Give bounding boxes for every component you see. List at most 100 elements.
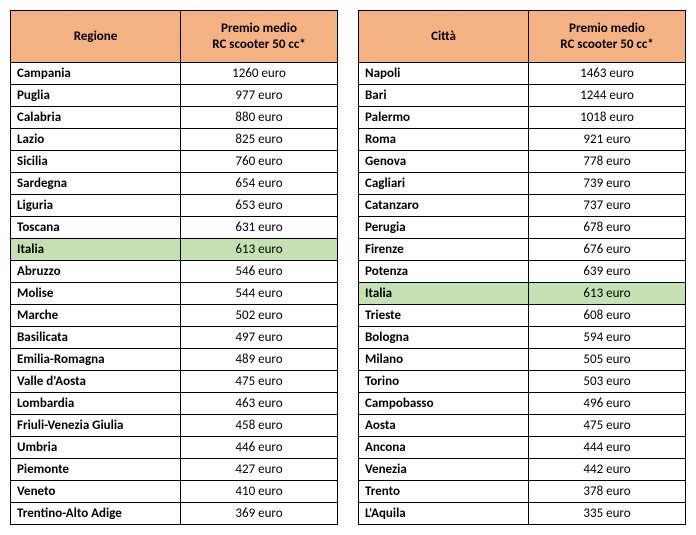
table-row: Piemonte427 euro (11, 459, 338, 481)
row-value: 678 euro (529, 217, 686, 239)
row-value: 458 euro (181, 415, 338, 437)
table-row: Perugia678 euro (359, 217, 686, 239)
table-row: Italia613 euro (11, 239, 338, 261)
row-value: 378 euro (529, 481, 686, 503)
row-value: 825 euro (181, 129, 338, 151)
table-row: Ancona444 euro (359, 437, 686, 459)
row-name: Campania (11, 63, 181, 85)
row-value: 613 euro (529, 283, 686, 305)
row-value: 427 euro (181, 459, 338, 481)
row-value: 778 euro (529, 151, 686, 173)
row-name: Italia (11, 239, 181, 261)
table-row: Veneto410 euro (11, 481, 338, 503)
row-name: Veneto (11, 481, 181, 503)
row-value: 475 euro (181, 371, 338, 393)
table-row: Umbria446 euro (11, 437, 338, 459)
city-header-name: Città (359, 11, 529, 63)
row-value: 496 euro (529, 393, 686, 415)
row-name: Venezia (359, 459, 529, 481)
city-table: Città Premio medioRC scooter 50 cc* Napo… (358, 10, 686, 525)
row-name: Cagliari (359, 173, 529, 195)
row-value: 497 euro (181, 327, 338, 349)
table-row: Potenza639 euro (359, 261, 686, 283)
table-row: Bologna594 euro (359, 327, 686, 349)
row-value: 653 euro (181, 195, 338, 217)
row-value: 1018 euro (529, 107, 686, 129)
row-value: 737 euro (529, 195, 686, 217)
row-value: 463 euro (181, 393, 338, 415)
row-value: 502 euro (181, 305, 338, 327)
table-row: Milano505 euro (359, 349, 686, 371)
table-row: Catanzaro737 euro (359, 195, 686, 217)
row-value: 921 euro (529, 129, 686, 151)
table-row: Trento378 euro (359, 481, 686, 503)
tables-container: Regione Premio medioRC scooter 50 cc* Ca… (10, 10, 686, 525)
row-value: 631 euro (181, 217, 338, 239)
row-name: Palermo (359, 107, 529, 129)
table-row: Calabria880 euro (11, 107, 338, 129)
table-row: Campania1260 euro (11, 63, 338, 85)
row-value: 544 euro (181, 283, 338, 305)
row-value: 613 euro (181, 239, 338, 261)
row-value: 760 euro (181, 151, 338, 173)
row-name: Roma (359, 129, 529, 151)
row-value: 503 euro (529, 371, 686, 393)
row-name: Basilicata (11, 327, 181, 349)
row-name: Emilia-Romagna (11, 349, 181, 371)
row-value: 475 euro (529, 415, 686, 437)
row-name: Napoli (359, 63, 529, 85)
table-row: Genova778 euro (359, 151, 686, 173)
table-row: Venezia442 euro (359, 459, 686, 481)
row-value: 639 euro (529, 261, 686, 283)
row-name: Liguria (11, 195, 181, 217)
row-value: 880 euro (181, 107, 338, 129)
row-value: 489 euro (181, 349, 338, 371)
table-row: Puglia977 euro (11, 85, 338, 107)
row-value: 977 euro (181, 85, 338, 107)
row-name: Sardegna (11, 173, 181, 195)
table-row: Napoli1463 euro (359, 63, 686, 85)
row-name: Toscana (11, 217, 181, 239)
table-row: Trieste608 euro (359, 305, 686, 327)
row-value: 410 euro (181, 481, 338, 503)
row-name: Firenze (359, 239, 529, 261)
row-value: 739 euro (529, 173, 686, 195)
row-name: Aosta (359, 415, 529, 437)
table-row: Sicilia760 euro (11, 151, 338, 173)
table-row: Torino503 euro (359, 371, 686, 393)
row-name: Bari (359, 85, 529, 107)
row-name: Italia (359, 283, 529, 305)
row-name: Bologna (359, 327, 529, 349)
row-value: 1244 euro (529, 85, 686, 107)
table-row: Firenze676 euro (359, 239, 686, 261)
row-value: 442 euro (529, 459, 686, 481)
row-value: 1463 euro (529, 63, 686, 85)
table-row: Italia613 euro (359, 283, 686, 305)
region-header-name: Regione (11, 11, 181, 63)
row-name: Ancona (359, 437, 529, 459)
row-name: Piemonte (11, 459, 181, 481)
table-row: Lombardia463 euro (11, 393, 338, 415)
table-row: Basilicata497 euro (11, 327, 338, 349)
table-row: Aosta475 euro (359, 415, 686, 437)
table-row: Campobasso496 euro (359, 393, 686, 415)
row-name: Milano (359, 349, 529, 371)
row-name: Marche (11, 305, 181, 327)
row-name: Potenza (359, 261, 529, 283)
table-row: Palermo1018 euro (359, 107, 686, 129)
row-name: Friuli-Venezia Giulia (11, 415, 181, 437)
row-value: 594 euro (529, 327, 686, 349)
table-row: Emilia-Romagna489 euro (11, 349, 338, 371)
row-value: 676 euro (529, 239, 686, 261)
table-row: Sardegna654 euro (11, 173, 338, 195)
table-row: Abruzzo546 euro (11, 261, 338, 283)
row-name: Lazio (11, 129, 181, 151)
table-row: Liguria653 euro (11, 195, 338, 217)
table-row: Molise544 euro (11, 283, 338, 305)
row-name: Valle d'Aosta (11, 371, 181, 393)
row-value: 505 euro (529, 349, 686, 371)
table-row: Cagliari739 euro (359, 173, 686, 195)
row-name: Lombardia (11, 393, 181, 415)
row-value: 608 euro (529, 305, 686, 327)
row-value: 444 euro (529, 437, 686, 459)
